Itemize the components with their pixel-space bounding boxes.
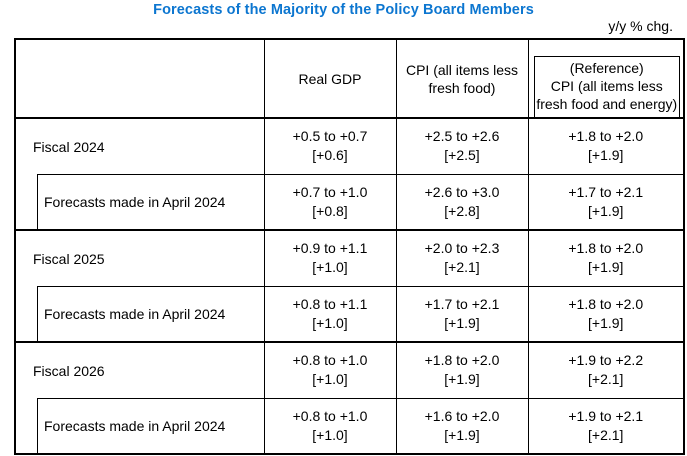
forecast-range: +0.5 to +0.7 bbox=[292, 128, 368, 145]
forecast-range: +1.6 to +2.0 bbox=[424, 407, 500, 424]
row-sublabel: Forecasts made in April 2024 bbox=[44, 193, 226, 210]
cell-fiscal-2025-april-cpi-reference: +1.8 to +2.0 [+1.9] bbox=[527, 286, 684, 343]
cell-fiscal-2025-real-gdp: +0.9 to +1.1 [+1.0] bbox=[263, 230, 396, 287]
row-label-fiscal-2026: Fiscal 2026 bbox=[33, 362, 105, 379]
forecast-range: +0.8 to +1.0 bbox=[292, 352, 368, 369]
forecast-range: +1.9 to +2.1 bbox=[568, 407, 644, 424]
forecast-median: [+1.9] bbox=[444, 371, 480, 388]
forecast-table: Real GDP CPI (all items less fresh food)… bbox=[14, 38, 685, 455]
forecast-range: +1.9 to +2.2 bbox=[568, 352, 644, 369]
forecast-range: +0.7 to +1.0 bbox=[292, 183, 368, 200]
forecast-median: [+1.9] bbox=[588, 259, 624, 276]
col-header-empty bbox=[15, 39, 264, 119]
forecast-median: [+1.9] bbox=[588, 202, 624, 219]
forecast-range: +2.6 to +3.0 bbox=[424, 183, 500, 200]
cell-fiscal-2025-april-cpi: +1.7 to +2.1 [+1.9] bbox=[395, 286, 528, 343]
row-label-fiscal-2024-april: Forecasts made in April 2024 bbox=[15, 174, 264, 231]
unit-note: y/y % chg. bbox=[608, 18, 673, 34]
col-header-cpi: CPI (all items less fresh food) bbox=[395, 39, 528, 119]
reference-header-label: (Reference) CPI (all items less fresh fo… bbox=[536, 60, 678, 112]
table-title: Forecasts of the Majority of the Policy … bbox=[153, 2, 534, 18]
cell-fiscal-2026-cpi: +1.8 to +2.0 [+1.9] bbox=[395, 342, 528, 399]
forecast-range: +1.7 to +2.1 bbox=[424, 295, 500, 312]
cell-fiscal-2026-cpi-reference: +1.9 to +2.2 [+2.1] bbox=[527, 342, 684, 399]
cell-fiscal-2025-cpi-reference: +1.8 to +2.0 [+1.9] bbox=[527, 230, 684, 287]
forecast-median: [+2.1] bbox=[588, 426, 624, 443]
row-sublabel: Forecasts made in April 2024 bbox=[44, 305, 226, 322]
col-header-cpi-reference: (Reference) CPI (all items less fresh fo… bbox=[527, 39, 684, 119]
cell-fiscal-2026-april-real-gdp: +0.8 to +1.0 [+1.0] bbox=[263, 398, 396, 455]
forecast-range: +0.9 to +1.1 bbox=[292, 240, 368, 257]
table-row-fiscal-2024: Fiscal 2024 +0.5 to +0.7 [+0.6] +2.5 to … bbox=[15, 118, 684, 175]
row-sublabel: Forecasts made in April 2024 bbox=[44, 417, 226, 434]
cell-fiscal-2024-april-cpi-reference: +1.7 to +2.1 [+1.9] bbox=[527, 174, 684, 231]
forecast-median: [+1.0] bbox=[312, 426, 348, 443]
forecast-median: [+1.0] bbox=[312, 314, 348, 331]
forecast-median: [+1.9] bbox=[588, 147, 624, 164]
forecast-range: +2.5 to +2.6 bbox=[424, 128, 500, 145]
row-label-fiscal-2026-april: Forecasts made in April 2024 bbox=[15, 398, 264, 455]
table-row-fiscal-2026-april: Forecasts made in April 2024 +0.8 to +1.… bbox=[15, 398, 684, 455]
forecast-median: [+2.1] bbox=[444, 259, 480, 276]
table-row-fiscal-2025: Fiscal 2025 +0.9 to +1.1 [+1.0] +2.0 to … bbox=[15, 230, 684, 287]
forecast-range: +2.0 to +2.3 bbox=[424, 240, 500, 257]
cell-fiscal-2024-cpi-reference: +1.8 to +2.0 [+1.9] bbox=[527, 118, 684, 175]
forecast-median: [+1.9] bbox=[588, 314, 624, 331]
cell-fiscal-2026-april-cpi-reference: +1.9 to +2.1 [+2.1] bbox=[527, 398, 684, 455]
cell-fiscal-2024-april-cpi: +2.6 to +3.0 [+2.8] bbox=[395, 174, 528, 231]
forecast-range: +1.8 to +2.0 bbox=[424, 352, 500, 369]
forecast-median: [+0.8] bbox=[312, 202, 348, 219]
table-row-fiscal-2026: Fiscal 2026 +0.8 to +1.0 [+1.0] +1.8 to … bbox=[15, 342, 684, 399]
forecast-range: +1.8 to +2.0 bbox=[568, 295, 644, 312]
reference-header-box: (Reference) CPI (all items less fresh fo… bbox=[533, 56, 680, 117]
forecast-median: [+1.0] bbox=[312, 371, 348, 388]
forecast-median: [+0.6] bbox=[312, 147, 348, 164]
cell-fiscal-2024-real-gdp: +0.5 to +0.7 [+0.6] bbox=[263, 118, 396, 175]
cell-fiscal-2026-april-cpi: +1.6 to +2.0 [+1.9] bbox=[395, 398, 528, 455]
forecast-median: [+1.0] bbox=[312, 259, 348, 276]
row-label-fiscal-2025-april: Forecasts made in April 2024 bbox=[15, 286, 264, 343]
cell-fiscal-2025-cpi: +2.0 to +2.3 [+2.1] bbox=[395, 230, 528, 287]
forecast-range: +0.8 to +1.0 bbox=[292, 407, 368, 424]
header-row: Real GDP CPI (all items less fresh food)… bbox=[15, 39, 684, 119]
col-header-real-gdp: Real GDP bbox=[263, 39, 396, 119]
table-row-fiscal-2024-april: Forecasts made in April 2024 +0.7 to +1.… bbox=[15, 174, 684, 231]
forecast-median: [+2.1] bbox=[588, 371, 624, 388]
forecast-range: +1.8 to +2.0 bbox=[568, 240, 644, 257]
forecast-range: +1.8 to +2.0 bbox=[568, 128, 644, 145]
cell-fiscal-2024-cpi: +2.5 to +2.6 [+2.5] bbox=[395, 118, 528, 175]
forecast-median: [+1.9] bbox=[444, 426, 480, 443]
row-label-fiscal-2024: Fiscal 2024 bbox=[33, 138, 105, 155]
forecast-median: [+2.8] bbox=[444, 202, 480, 219]
forecast-range: +0.8 to +1.1 bbox=[292, 295, 368, 312]
cell-fiscal-2024-april-real-gdp: +0.7 to +1.0 [+0.8] bbox=[263, 174, 396, 231]
forecast-range: +1.7 to +2.1 bbox=[568, 183, 644, 200]
row-label-fiscal-2025: Fiscal 2025 bbox=[33, 250, 105, 267]
cell-fiscal-2025-april-real-gdp: +0.8 to +1.1 [+1.0] bbox=[263, 286, 396, 343]
forecast-median: [+2.5] bbox=[444, 147, 480, 164]
forecast-median: [+1.9] bbox=[444, 314, 480, 331]
table-row-fiscal-2025-april: Forecasts made in April 2024 +0.8 to +1.… bbox=[15, 286, 684, 343]
cell-fiscal-2026-real-gdp: +0.8 to +1.0 [+1.0] bbox=[263, 342, 396, 399]
